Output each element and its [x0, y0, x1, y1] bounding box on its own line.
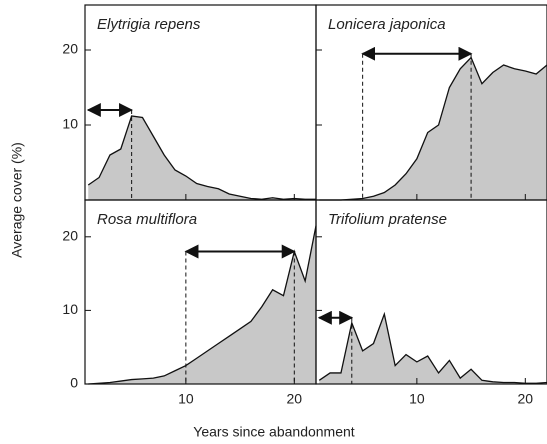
y-tick-label: 10	[62, 301, 78, 317]
x-tick-label: 20	[287, 391, 303, 407]
x-axis-label: Years since abandonment	[193, 424, 354, 440]
y-tick-label: 0	[70, 375, 78, 391]
panel-title: Rosa multiflora	[97, 211, 197, 228]
x-tick-label: 10	[409, 391, 425, 407]
area-line	[88, 225, 317, 385]
y-tick-label: 20	[62, 228, 78, 244]
x-tick-label: 20	[518, 391, 534, 407]
y-tick-label: 10	[62, 116, 78, 132]
area	[88, 225, 316, 384]
x-tick-label: 10	[178, 391, 194, 407]
panel-title: Elytrigia repens	[97, 16, 201, 33]
area	[319, 314, 547, 384]
panel-title: Lonicera japonica	[328, 16, 446, 33]
y-axis-label: Average cover (%)	[9, 142, 25, 258]
panel-title: Trifolium pratense	[328, 211, 447, 228]
panel-frame	[315, 199, 547, 385]
area-line	[318, 311, 547, 384]
area-line	[87, 115, 316, 200]
y-tick-label: 20	[62, 41, 78, 57]
area-line	[319, 56, 547, 201]
area	[88, 116, 316, 200]
